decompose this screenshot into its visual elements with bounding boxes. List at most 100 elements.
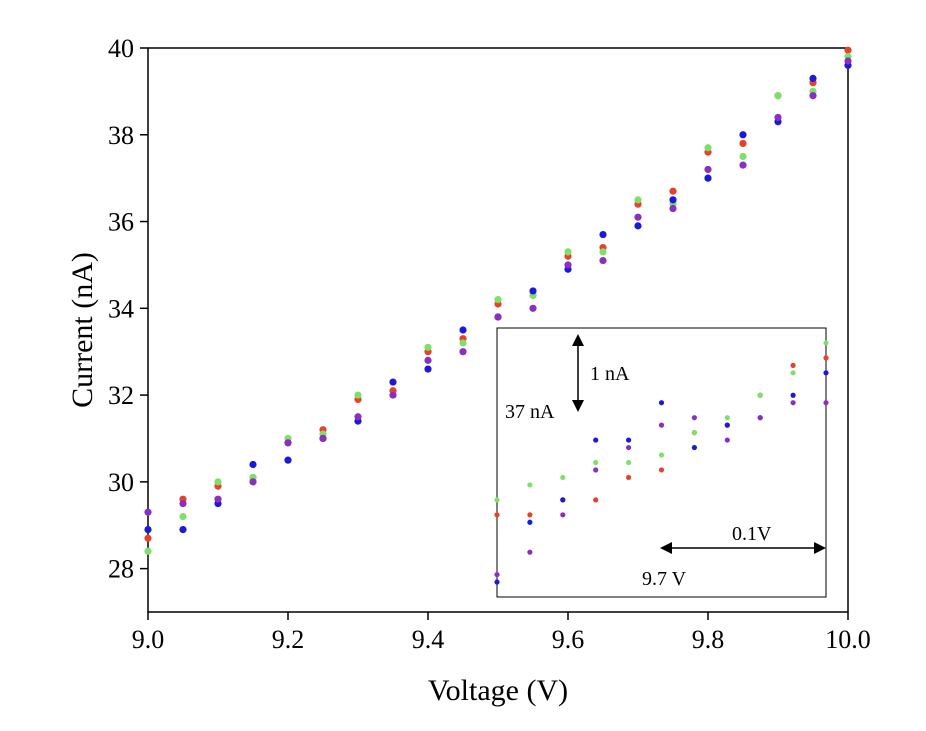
y-tick-label: 28 <box>108 555 134 584</box>
data-point <box>560 474 566 481</box>
data-point <box>669 196 677 204</box>
plot-frame <box>147 47 849 613</box>
data-point <box>529 304 537 312</box>
data-point <box>593 459 599 466</box>
data-point <box>424 356 432 364</box>
data-point <box>823 355 829 361</box>
data-point <box>424 365 432 373</box>
data-point <box>459 326 467 334</box>
data-point <box>144 534 152 542</box>
x-tick-label: 10.0 <box>825 625 871 654</box>
data-point <box>658 422 665 428</box>
data-point <box>691 415 698 421</box>
data-point <box>774 92 782 100</box>
data-point <box>724 415 730 421</box>
data-point <box>459 339 467 347</box>
data-point <box>704 174 712 182</box>
data-point <box>529 287 537 295</box>
data-point <box>790 370 796 376</box>
data-point <box>564 261 572 269</box>
data-point <box>757 392 763 398</box>
data-point <box>658 467 665 473</box>
data-point <box>739 131 747 139</box>
data-point <box>179 499 187 508</box>
data-point <box>249 460 257 469</box>
data-point <box>494 296 502 304</box>
data-point <box>809 74 817 82</box>
data-point <box>144 508 152 516</box>
data-point <box>144 525 152 534</box>
x-tick-label: 9.2 <box>272 625 305 654</box>
data-point <box>214 495 222 503</box>
data-point <box>179 525 187 534</box>
data-point <box>527 519 533 525</box>
data-point <box>823 400 829 406</box>
data-point <box>704 144 712 152</box>
y-tick-label: 32 <box>108 381 134 410</box>
data-point <box>691 444 698 451</box>
data-point <box>669 204 677 213</box>
data-point <box>179 512 187 521</box>
annotation: 1 nA <box>590 363 630 385</box>
data-point <box>564 248 572 256</box>
data-point <box>626 444 632 451</box>
data-point <box>494 579 500 585</box>
data-point <box>669 187 677 195</box>
data-point <box>626 474 632 481</box>
x-axis-title: Voltage (V) <box>428 674 568 707</box>
y-tick-label: 34 <box>108 294 134 323</box>
data-point <box>724 437 730 443</box>
inset: 1 nA 37 nA 0.1V 9.7 V <box>494 327 829 598</box>
x-tick-label: 9.4 <box>412 625 445 654</box>
data-point <box>214 478 222 486</box>
x-tick-label: 9.8 <box>692 625 725 654</box>
annotation: 37 nA <box>505 401 555 423</box>
data-point <box>494 571 500 578</box>
data-point <box>658 452 665 458</box>
data-point <box>424 343 432 351</box>
data-point <box>284 456 292 464</box>
data-point <box>599 230 607 239</box>
data-point <box>790 362 796 368</box>
data-point <box>757 415 763 421</box>
data-point <box>389 391 397 399</box>
y-tick-label: 38 <box>108 121 134 150</box>
data-point <box>354 413 362 421</box>
inset-frame <box>496 327 827 598</box>
data-point <box>823 340 829 346</box>
data-point <box>249 478 257 486</box>
data-point <box>790 400 796 406</box>
data-point <box>494 512 500 518</box>
data-point <box>284 439 292 447</box>
data-point <box>739 139 747 148</box>
data-point <box>844 57 852 65</box>
data-point <box>823 370 829 376</box>
data-point <box>809 92 817 100</box>
data-point <box>560 497 566 503</box>
data-point <box>560 512 566 518</box>
data-point <box>459 348 467 356</box>
data-point <box>634 196 642 204</box>
data-point <box>634 222 642 230</box>
data-point <box>658 400 665 406</box>
data-point <box>389 378 397 386</box>
data-point <box>494 313 502 321</box>
data-point <box>354 391 362 399</box>
y-tick-label: 40 <box>108 34 134 63</box>
y-tick-label: 30 <box>108 468 134 497</box>
annotation: 9.7 V <box>642 568 687 590</box>
data-point <box>494 497 500 503</box>
data-point <box>634 213 642 221</box>
data-point <box>593 497 599 503</box>
data-point <box>626 459 632 466</box>
x-tick-label: 9.0 <box>132 625 165 654</box>
data-point <box>626 437 632 443</box>
data-point <box>774 113 782 122</box>
data-point <box>593 437 599 443</box>
annotation: 0.1V <box>732 523 772 545</box>
data-point <box>144 547 152 555</box>
data-point <box>739 161 747 169</box>
data-point <box>527 512 533 518</box>
data-point <box>527 482 533 488</box>
